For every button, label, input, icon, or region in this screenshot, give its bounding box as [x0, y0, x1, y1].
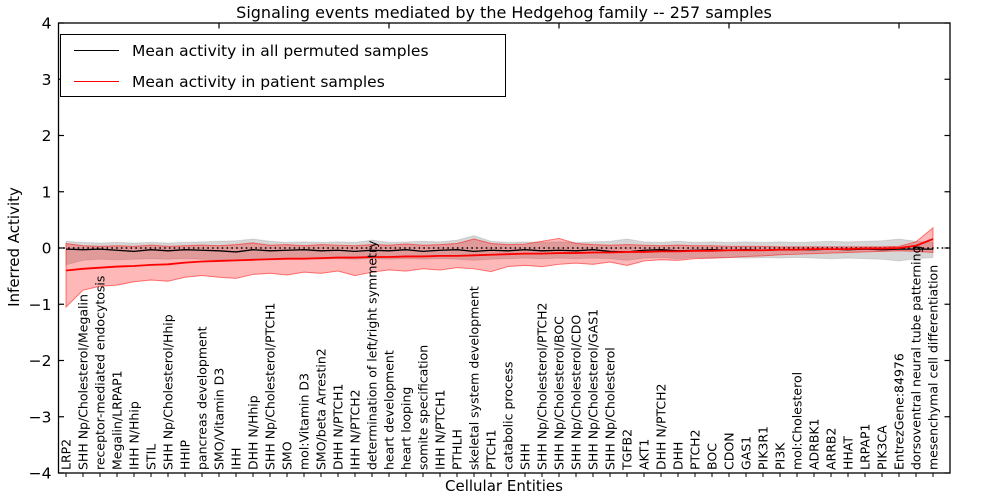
x-tick-label: AKT1: [637, 439, 652, 470]
x-tick-label: SMO/Vitamin D3: [212, 368, 227, 470]
x-tick-label: catabolic process: [501, 361, 516, 470]
x-tick-label: BOC: [705, 443, 720, 470]
x-tick-label: ARRB2: [824, 428, 839, 470]
x-tick-label: SHH: [518, 443, 533, 470]
x-tick-label: IHH N/PTCH2: [348, 389, 363, 470]
x-tick-label: LRP2: [59, 439, 74, 470]
patient-band: [65, 226, 934, 309]
y-tick-label: 3: [42, 71, 52, 89]
x-tick-label: SHH Np/Cholesterol/Megalin: [76, 294, 91, 470]
x-tick-label: DHH: [671, 442, 686, 470]
x-tick-label: STIL: [144, 444, 159, 470]
x-tick-label: PTCH1: [484, 429, 499, 470]
x-tick-label: LRPAP1: [858, 424, 873, 470]
x-tick-label: DHH N/PTCH2: [654, 384, 669, 470]
legend-line-sample-black: [74, 50, 119, 51]
legend-line-sample-red: [74, 81, 119, 82]
x-tick-label: TGFB2: [620, 429, 635, 471]
x-tick-label: DHH N/Hhip: [246, 395, 261, 470]
x-tick-label: somite specification: [416, 345, 431, 470]
y-tick-label: 4: [42, 15, 52, 33]
x-tick-label: HHAT: [841, 436, 856, 470]
x-tick-label: mesenchymal cell differentiation: [926, 265, 941, 470]
x-tick-label: pancreas development: [195, 326, 210, 470]
x-tick-label: PIK3R1: [756, 426, 771, 470]
x-tick-label: SHH Np/Cholesterol/GAS1: [586, 309, 601, 470]
x-tick-label: heart looping: [399, 387, 414, 470]
legend-label-patient: Mean activity in patient samples: [132, 72, 385, 91]
x-tick-label: SHH Np/Cholesterol/BOC: [552, 316, 567, 470]
x-tick-label: PI3K: [773, 442, 788, 470]
x-tick-label: skeletal system development: [467, 286, 482, 470]
legend-entry-patient: Mean activity in patient samples: [61, 66, 505, 97]
y-tick-label: −2: [29, 352, 52, 370]
x-tick-label: mol:Cholesterol: [790, 372, 805, 470]
x-tick-label: GAS1: [739, 436, 754, 470]
x-tick-label: Megalin/LRPAP1: [110, 370, 125, 470]
y-tick-label: −3: [29, 408, 52, 426]
x-tick-label: SHH Np/Cholesterol: [603, 347, 618, 470]
patient-mean-line: [65, 238, 934, 272]
x-tick-label: PTCH2: [688, 429, 703, 470]
legend-entry-permuted: Mean activity in all permuted samples: [61, 35, 505, 66]
x-tick-label: HHIP: [178, 440, 193, 470]
y-tick-label: −1: [29, 296, 52, 314]
y-tick-label: 1: [42, 183, 52, 201]
x-tick-label: SHH Np/Cholesterol/PTCH1: [263, 303, 278, 471]
y-tick-label: −4: [29, 465, 52, 483]
x-tick-label: IHH N/Hhip: [127, 401, 142, 470]
x-tick-label: SMO/beta Arrestin2: [314, 348, 329, 470]
x-tick-label: SHH Np/Cholesterol/PTCH2: [535, 303, 550, 471]
x-tick-label: receptor-mediated endocytosis: [93, 276, 108, 470]
chart-title: Signaling events mediated by the Hedgeho…: [236, 3, 772, 22]
x-tick-label: CDON: [722, 432, 737, 470]
x-tick-label: EntrezGene:84976: [892, 353, 907, 470]
x-tick-label: heart development: [382, 350, 397, 470]
x-tick-label: ADRBK1: [807, 418, 822, 470]
x-tick-label: mol:Vitamin D3: [297, 373, 312, 470]
x-tick-label: determination of left/right symmetry: [365, 240, 380, 470]
legend-label-permuted: Mean activity in all permuted samples: [132, 41, 429, 60]
x-tick-label: PIK3CA: [875, 425, 890, 470]
x-axis-label: Cellular Entities: [445, 477, 563, 495]
x-tick-label: SHH Np/Cholesterol/CDO: [569, 315, 584, 470]
legend-box: Mean activity in all permuted samples Me…: [60, 34, 506, 97]
x-tick-label: IHH N/PTCH1: [433, 389, 448, 470]
x-tick-label: PTHLH: [450, 429, 465, 470]
y-axis-label: Inferred Activity: [5, 187, 23, 307]
x-tick-label: SHH Np/Cholesterol/Hhip: [161, 314, 176, 470]
x-tick-label: DHH N/PTCH1: [331, 384, 346, 470]
y-tick-label: 0: [42, 240, 52, 258]
y-tick-label: 2: [42, 127, 52, 145]
x-tick-label: dorsoventral neural tube patterning: [909, 246, 924, 471]
x-tick-label: SMO: [280, 441, 295, 470]
x-tick-label: IHH: [229, 448, 244, 471]
